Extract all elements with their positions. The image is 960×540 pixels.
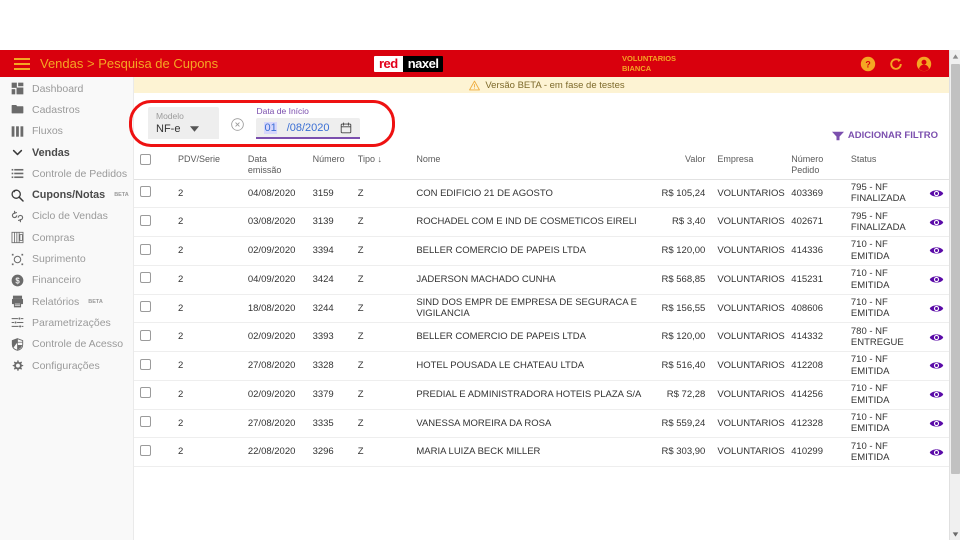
svg-text:$: $ <box>15 276 20 285</box>
svg-text:?: ? <box>865 59 870 69</box>
